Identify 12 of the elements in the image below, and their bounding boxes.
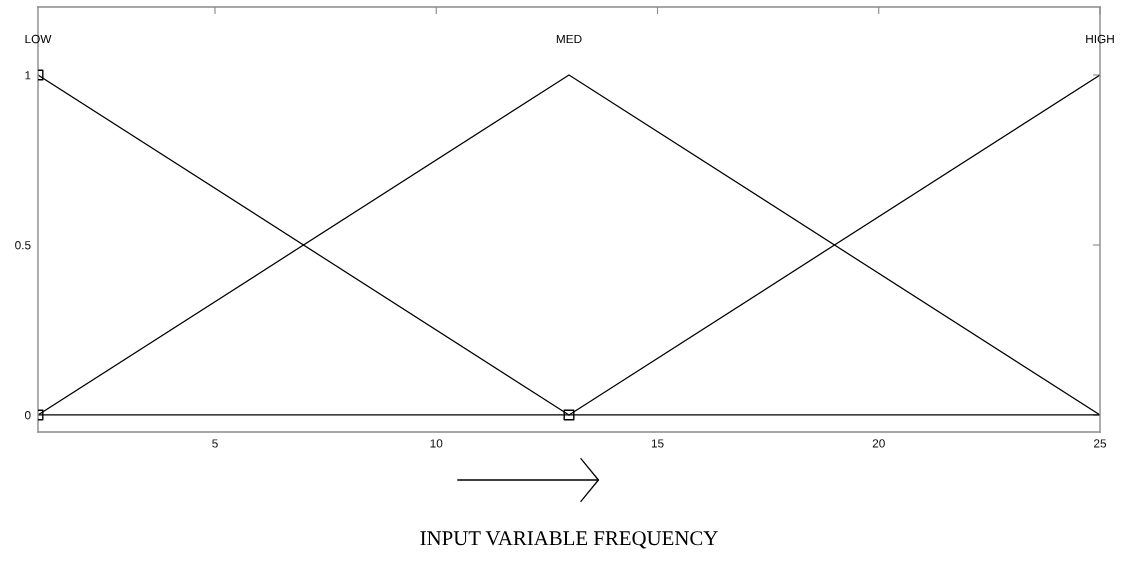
y-tick-label: 0 (24, 411, 31, 420)
x-tick-label: 25 (1094, 439, 1107, 448)
x-tick-label: 5 (212, 439, 218, 448)
y-tick-label: 0.5 (15, 241, 31, 250)
x-axis-title: INPUT VARIABLE FREQUENCY (420, 531, 718, 549)
x-tick-label: 10 (430, 439, 443, 448)
x-tick-label: 15 (651, 439, 664, 448)
y-tick-label: 1 (25, 71, 31, 80)
annotation: HIGH (1086, 34, 1114, 44)
annotation: LOW (25, 34, 52, 44)
x-tick-label: 20 (872, 439, 885, 448)
annotation: MED (556, 34, 582, 44)
